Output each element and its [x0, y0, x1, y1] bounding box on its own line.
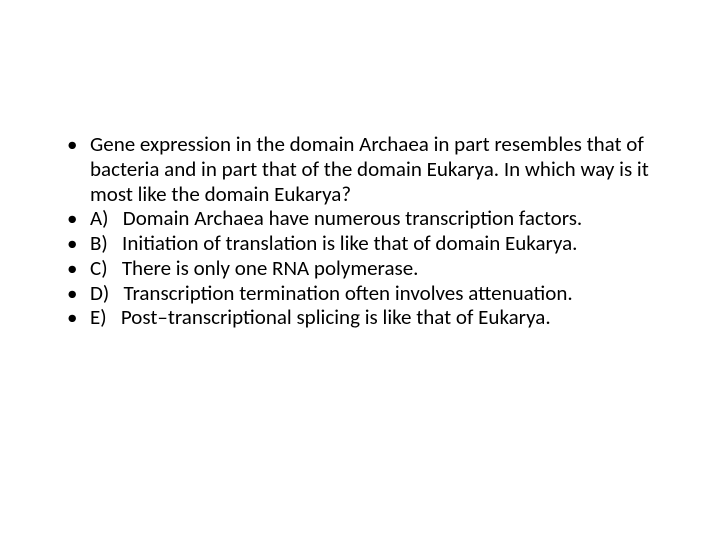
option-text: There is only one RNA polymerase.	[122, 255, 419, 281]
bullet-list: Gene expression in the domain Archaea in…	[62, 132, 668, 330]
option-text: Domain Archaea have numerous transcripti…	[123, 205, 582, 231]
slide-content: Gene expression in the domain Archaea in…	[62, 132, 668, 330]
option-label: C)	[90, 255, 108, 281]
question-text: Gene expression in the domain Archaea in…	[90, 131, 649, 207]
option-text: Transcription termination often involves…	[124, 280, 573, 306]
option-label: A)	[90, 205, 109, 231]
option-c: C) There is only one RNA polymerase.	[62, 256, 668, 281]
option-e: E) Post–transcriptional splicing is like…	[62, 305, 668, 330]
option-d: D) Transcription termination often invol…	[62, 281, 668, 306]
option-label: D)	[90, 280, 109, 306]
option-a: A) Domain Archaea have numerous transcri…	[62, 206, 668, 231]
option-text: Post–transcriptional splicing is like th…	[121, 304, 551, 330]
question-item: Gene expression in the domain Archaea in…	[62, 132, 668, 206]
option-text: Initiation of translation is like that o…	[122, 230, 577, 256]
option-label: E)	[90, 304, 107, 330]
option-label: B)	[90, 230, 108, 256]
option-b: B) Initiation of translation is like tha…	[62, 231, 668, 256]
